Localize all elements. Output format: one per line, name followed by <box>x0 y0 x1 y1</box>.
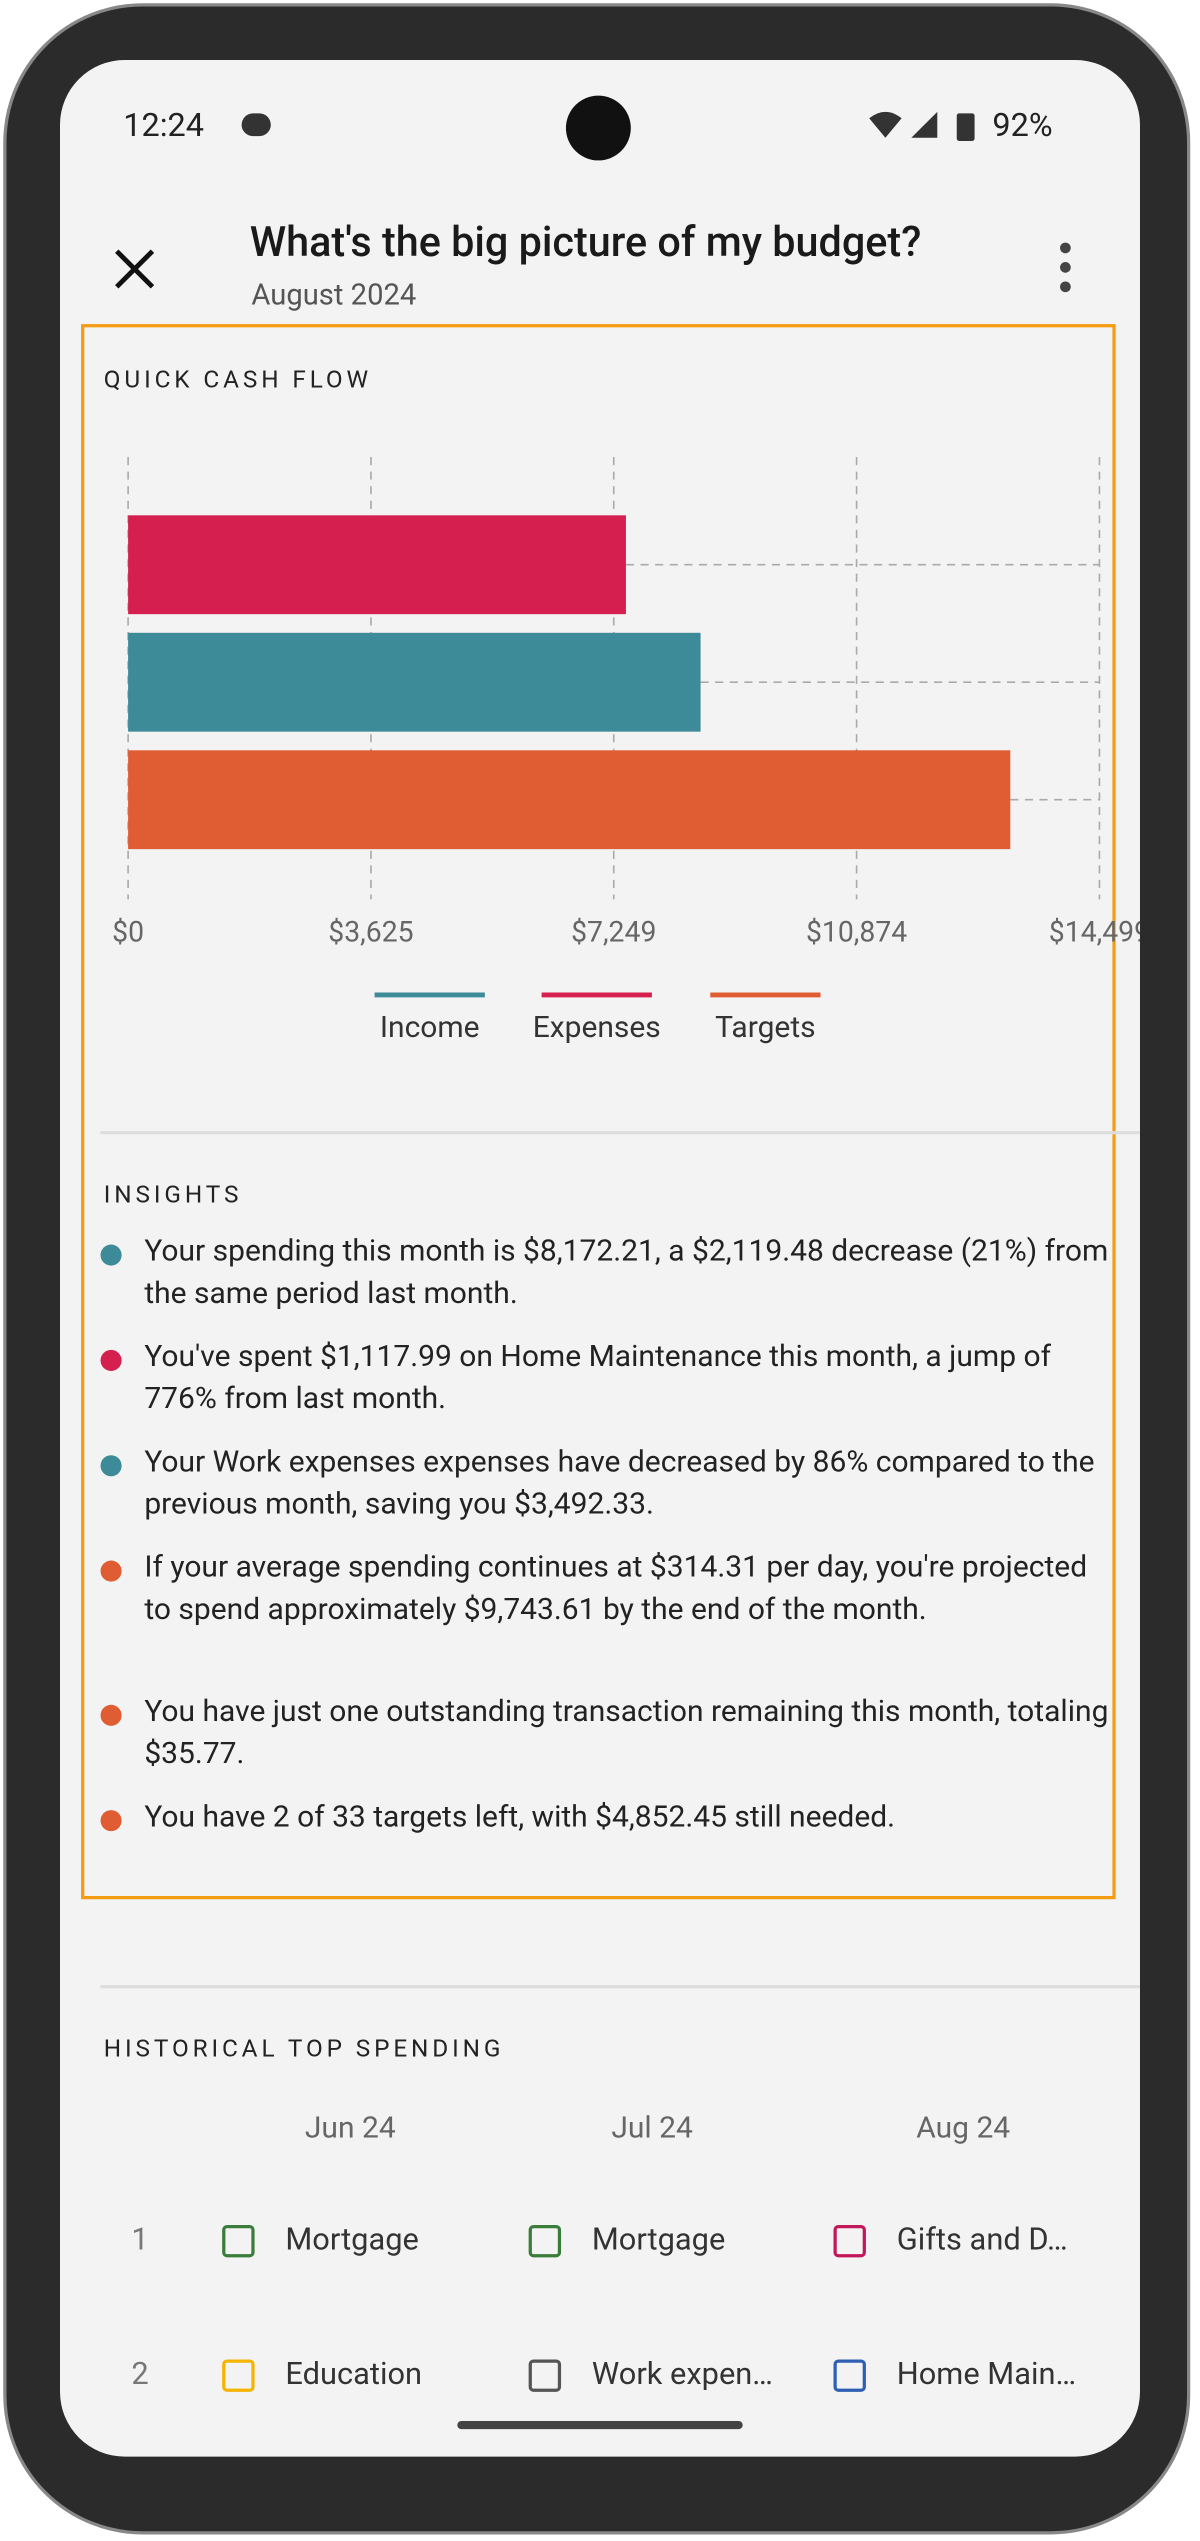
chart: $0 $3,625 $7,249 $10,874 $14,499 Income Expens… <box>112 456 1140 1045</box>
clock: 12:24 <box>123 105 205 145</box>
x-tick-label: $3,625 <box>328 916 413 949</box>
column-header: Aug 24 <box>916 2109 1011 2146</box>
more-menu[interactable] <box>1052 241 1078 296</box>
category-icon <box>528 2359 562 2392</box>
insight-text: If your average spending continues at $3… <box>144 1549 1088 1627</box>
divider <box>100 1985 1140 1988</box>
insight-dot <box>100 1810 122 1832</box>
legend-label: Expenses <box>533 1010 661 1045</box>
rank: 2 <box>131 2354 149 2392</box>
insight-text: You've spent $1,117.99 on Home Maintenan… <box>144 1338 1052 1416</box>
close-button[interactable] <box>112 246 157 291</box>
rank: 1 <box>131 2220 149 2258</box>
history-title: HISTORICAL TOP SPENDING <box>103 2033 505 2063</box>
insight-dot <box>100 1349 122 1371</box>
insight-dot <box>100 1455 122 1477</box>
divider <box>100 1131 1140 1134</box>
camera <box>565 95 631 161</box>
category-name: Home Main… <box>896 2354 1077 2392</box>
bar <box>128 515 626 615</box>
category-name: Work expen… <box>591 2354 773 2392</box>
home-indicator <box>457 2421 743 2430</box>
insights-title: INSIGHTS <box>103 1179 243 1209</box>
category-name: Mortgage <box>591 2220 726 2258</box>
column-header: Jun 24 <box>304 2109 396 2146</box>
category-icon <box>222 2224 255 2258</box>
insight-dot <box>100 1244 122 1266</box>
x-tick-label: $10,874 <box>806 916 907 949</box>
legend-label: Income <box>380 1010 480 1045</box>
category-name: Gifts and D… <box>896 2220 1068 2258</box>
category-name: Mortgage <box>285 2220 419 2258</box>
header-subtitle: August 2024 <box>251 278 417 313</box>
header-title: What's the big picture of my budget? <box>249 218 922 268</box>
insight-text: Your spending this month is $8,172.21, a… <box>144 1233 1109 1311</box>
insight-dot <box>100 1560 122 1582</box>
category-icon <box>528 2224 562 2258</box>
status-icons <box>869 111 975 141</box>
highlight-box <box>81 324 1116 1900</box>
legend-label: Targets <box>715 1010 815 1045</box>
column-header: Jul 24 <box>611 2109 693 2146</box>
bar <box>128 632 701 732</box>
insight-text: You have 2 of 33 targets left, with $4,8… <box>144 1798 896 1835</box>
x-tick-label: $14,499 <box>1049 916 1140 949</box>
screen: 12:24 92% What's the big picture of my b… <box>59 59 1140 2457</box>
x-tick-label: $0 <box>112 916 144 949</box>
bar <box>128 750 1011 850</box>
chart-title: QUICK CASH FLOW <box>103 364 373 394</box>
x-tick-label: $7,249 <box>571 916 656 949</box>
category-icon <box>222 2359 255 2392</box>
insight-dot <box>100 1704 122 1726</box>
category-name: Education <box>285 2354 423 2392</box>
battery: 92% <box>992 105 1053 145</box>
insight-text: Your Work expenses expenses have decreas… <box>144 1443 1095 1521</box>
insight-text: You have just one outstanding transactio… <box>144 1693 1109 1771</box>
category-icon <box>833 2359 866 2392</box>
category-icon <box>833 2224 866 2258</box>
notification-icon <box>241 113 271 137</box>
